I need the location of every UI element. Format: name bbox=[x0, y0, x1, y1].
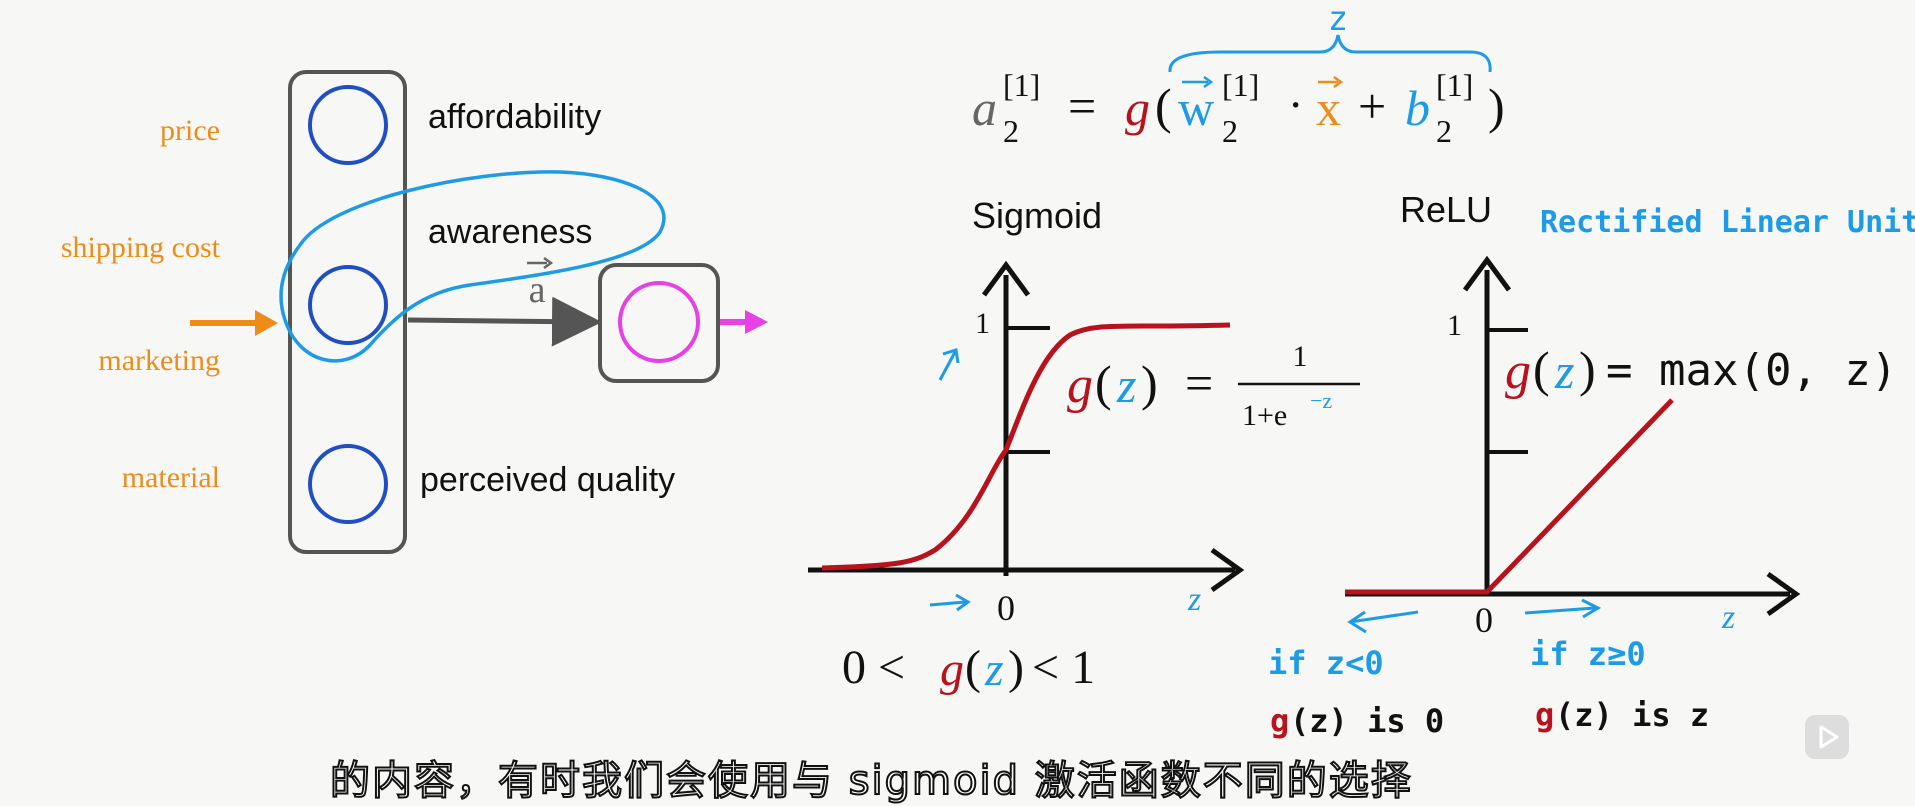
input-label-price: price bbox=[160, 114, 220, 147]
sigmoid-y-axis-arrowhead bbox=[981, 260, 1031, 297]
eq-b-subscript: 2 bbox=[1436, 113, 1452, 149]
output-arrow bbox=[720, 310, 768, 334]
eq-a-subscript: 2 bbox=[1003, 113, 1019, 149]
sigmoid-formula-close-paren: ) bbox=[1141, 355, 1158, 411]
sigmoid-formula-denominator: 1+e bbox=[1242, 399, 1287, 432]
relu-formula: g ( z ) = max(0, z) bbox=[1505, 341, 1897, 400]
input-arrow bbox=[190, 310, 278, 336]
relu-formula-g: g bbox=[1505, 343, 1531, 400]
sigmoid-range-z: z bbox=[984, 643, 1004, 696]
sigmoid-x-axis-arrowhead bbox=[1210, 547, 1245, 593]
activation-vector-label: a bbox=[529, 269, 546, 311]
sigmoid-range-open-paren: ( bbox=[965, 641, 981, 694]
activation-arrow bbox=[407, 296, 602, 347]
eq-close-paren: ) bbox=[1488, 78, 1505, 134]
relu-title: ReLU bbox=[1400, 189, 1492, 230]
sigmoid-formula-numerator: 1 bbox=[1293, 340, 1308, 373]
relu-left-annotation-arrow bbox=[1347, 610, 1419, 634]
relu-pos-result-rest: (z) is z bbox=[1555, 696, 1709, 734]
relu-panel: ReLU Rectified Linear Unit 1 0 z g ( z )… bbox=[1268, 189, 1915, 740]
input-label-shipping-cost: shipping cost bbox=[61, 231, 221, 264]
relu-x-zero: 0 bbox=[1475, 600, 1493, 640]
relu-y-axis-arrowhead bbox=[1462, 255, 1512, 292]
hidden-neuron-awareness bbox=[308, 265, 388, 345]
relu-x-axis-arrowhead bbox=[1766, 571, 1801, 617]
sigmoid-formula-g: g bbox=[1067, 357, 1093, 414]
unit-label-affordability: affordability bbox=[428, 98, 601, 136]
relu-neg-result-g: g bbox=[1270, 702, 1289, 740]
relu-neg-result-rest: (z) is 0 bbox=[1290, 702, 1444, 740]
eq-x: x bbox=[1316, 80, 1341, 136]
play-icon bbox=[1819, 725, 1839, 749]
play-button[interactable] bbox=[1805, 715, 1849, 759]
sigmoid-formula: g ( z ) = 1 1+e −z bbox=[1067, 340, 1360, 432]
sigmoid-range-left: 0 < bbox=[842, 641, 905, 694]
eq-a: a bbox=[972, 80, 997, 136]
eq-w-subscript: 2 bbox=[1222, 113, 1238, 149]
sigmoid-y-tick-1: 1 bbox=[975, 307, 990, 340]
relu-x-label: z bbox=[1721, 599, 1735, 636]
relu-pos-condition: if z≥0 bbox=[1530, 635, 1646, 673]
w-vector-arrow-icon bbox=[1182, 75, 1214, 89]
sigmoid-formula-exponent: −z bbox=[1310, 388, 1332, 413]
sigmoid-range: 0 < g ( z ) < 1 bbox=[842, 641, 1095, 696]
sigmoid-formula-z: z bbox=[1116, 357, 1136, 413]
relu-full-name: Rectified Linear Unit bbox=[1540, 205, 1915, 240]
eq-b: b bbox=[1405, 80, 1430, 136]
sigmoid-right-annotation bbox=[929, 593, 971, 612]
eq-b-superscript: [1] bbox=[1436, 67, 1473, 103]
hidden-neuron-perceived-quality bbox=[308, 444, 388, 524]
eq-open-paren: ( bbox=[1155, 78, 1172, 134]
relu-formula-rest: = max(0, z) bbox=[1606, 345, 1897, 396]
relu-right-annotation-arrow bbox=[1524, 598, 1602, 619]
activation-equation: z a [1] 2 = g ( w [1] 2 · x + b [1] 2 ) bbox=[972, 0, 1505, 149]
unit-label-perceived-quality: perceived quality bbox=[420, 461, 675, 499]
awareness-highlight-loop bbox=[279, 170, 666, 363]
output-neuron bbox=[618, 281, 700, 363]
brace-z-label: z bbox=[1328, 0, 1348, 39]
sigmoid-up-annotation bbox=[938, 348, 960, 381]
video-subtitle: 的内容，有时我们会使用与 sigmoid 激活函数不同的选择 bbox=[329, 757, 1413, 805]
eq-a-superscript: [1] bbox=[1003, 67, 1040, 103]
lecture-canvas: price shipping cost marketing material a… bbox=[61, 0, 1915, 740]
sigmoid-formula-equals: = bbox=[1185, 355, 1213, 411]
sigmoid-x-zero: 0 bbox=[997, 588, 1015, 628]
z-brace bbox=[1168, 34, 1492, 73]
relu-y-tick-1: 1 bbox=[1447, 309, 1462, 342]
eq-w-superscript: [1] bbox=[1222, 67, 1259, 103]
unit-label-awareness: awareness bbox=[428, 213, 592, 251]
eq-equals: = bbox=[1068, 78, 1096, 134]
sigmoid-range-g: g bbox=[940, 643, 964, 696]
sigmoid-x-label: z bbox=[1187, 581, 1201, 618]
sigmoid-curve bbox=[821, 322, 1231, 571]
neural-network-diagram: price shipping cost marketing material a… bbox=[61, 70, 768, 554]
sigmoid-panel: Sigmoid 1 0 z g ( z ) = 1 1+e −z bbox=[808, 195, 1360, 696]
sigmoid-title: Sigmoid bbox=[972, 195, 1102, 236]
vector-arrow-icon bbox=[527, 256, 554, 270]
relu-pos-result-g: g bbox=[1535, 696, 1554, 734]
relu-formula-z: z bbox=[1554, 343, 1574, 399]
sigmoid-range-close-paren: ) bbox=[1008, 641, 1024, 694]
input-label-material: material bbox=[122, 461, 220, 494]
hidden-neuron-affordability bbox=[308, 85, 388, 165]
sigmoid-formula-open-paren: ( bbox=[1095, 355, 1112, 411]
eq-plus: + bbox=[1358, 78, 1386, 134]
eq-g: g bbox=[1125, 80, 1150, 136]
input-label-marketing: marketing bbox=[98, 344, 220, 377]
relu-formula-close-paren: ) bbox=[1579, 341, 1596, 397]
x-vector-arrow-icon bbox=[1318, 75, 1344, 89]
eq-w: w bbox=[1178, 80, 1214, 136]
relu-formula-open-paren: ( bbox=[1533, 341, 1550, 397]
output-layer-box bbox=[598, 263, 720, 383]
eq-dot: · bbox=[1288, 79, 1303, 130]
relu-neg-condition: if z<0 bbox=[1268, 644, 1384, 682]
relu-curve bbox=[1345, 398, 1674, 595]
sigmoid-range-right: < 1 bbox=[1032, 641, 1095, 694]
